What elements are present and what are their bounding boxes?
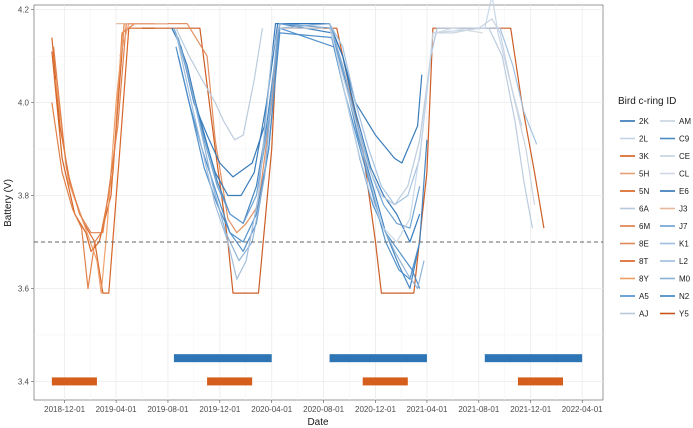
legend-label-5H: 5H <box>639 170 649 179</box>
season-bar <box>517 377 564 386</box>
x-tick-label: 2018-12-01 <box>44 405 85 414</box>
x-tick-label: 2021-12-01 <box>510 405 551 414</box>
legend-label-AJ: AJ <box>639 310 648 319</box>
series-line-AJ <box>329 27 533 229</box>
series-line-6M <box>53 23 161 234</box>
legend-label-J7: J7 <box>679 222 688 231</box>
legend-label-8E: 8E <box>639 240 649 249</box>
data-series <box>51 0 545 294</box>
y-axis-title: Battery (V) <box>3 179 14 227</box>
y-tick-label: 3.6 <box>18 284 30 293</box>
x-tick-label: 2020-12-01 <box>355 405 396 414</box>
series-line-5N <box>51 23 142 252</box>
x-tick-label: 2020-04-01 <box>251 405 292 414</box>
x-tick-label: 2020-08-01 <box>303 405 344 414</box>
y-tick-label: 4.0 <box>18 99 30 108</box>
legend-label-5N: 5N <box>639 187 649 196</box>
legend-label-2K: 2K <box>639 117 649 126</box>
series-line-8E <box>142 23 281 234</box>
legend-label-A5: A5 <box>639 292 649 301</box>
legend-label-AM: AM <box>679 117 691 126</box>
legend-label-L2: L2 <box>679 257 688 266</box>
season-bar <box>173 354 272 363</box>
x-axis-title: Date <box>307 417 329 428</box>
legend-label-CL: CL <box>679 170 690 179</box>
series-line-AM <box>432 18 536 205</box>
x-axis-ticks: 2018-12-01 2019-04-01 2019-08-01 2019-12-01… <box>44 400 603 414</box>
x-tick-label: 2019-12-01 <box>199 405 240 414</box>
y-tick-label: 3.4 <box>18 377 30 386</box>
legend-label-2L: 2L <box>639 135 648 144</box>
x-tick-label: 2019-04-01 <box>96 405 137 414</box>
legend-label-6M: 6M <box>639 222 650 231</box>
series-line-M0 <box>173 23 425 290</box>
legend-label-K1: K1 <box>679 240 689 249</box>
x-tick-label: 2019-08-01 <box>147 405 188 414</box>
legend: Bird c-ring ID 2K 2L 3K 5H 5N 6A 6M 8E 8T 8Y A5 AJ A… <box>618 96 691 319</box>
legend-label-8Y: 8Y <box>639 275 649 284</box>
legend-label-C9: C9 <box>679 135 690 144</box>
season-bar <box>329 354 427 363</box>
season-bar <box>362 377 408 386</box>
x-tick-label: 2021-04-01 <box>406 405 447 414</box>
grid-lines <box>34 5 603 400</box>
legend-label-J3: J3 <box>679 205 688 214</box>
series-line-CL <box>434 27 483 34</box>
series-line-8T <box>51 23 136 290</box>
series-line-K1 <box>329 23 538 206</box>
y-axis-ticks: 3.4 3.6 3.8 4.0 4.2 <box>18 6 34 386</box>
plot-panel <box>33 4 604 401</box>
series-line-5H <box>119 23 155 57</box>
y-tick-label: 4.2 <box>18 6 30 15</box>
legend-title: Bird c-ring ID <box>618 96 676 107</box>
series-line-6A <box>175 27 263 141</box>
legend-items: 2K 2L 3K 5H 5N 6A 6M 8E 8T 8Y A5 AJ AM C9 CE CL E6 J3 J7 K1… <box>620 117 691 319</box>
legend-label-M0: M0 <box>679 275 691 284</box>
legend-label-CE: CE <box>679 152 690 161</box>
season-bar <box>484 354 583 363</box>
season-bar <box>207 377 253 386</box>
season-bar <box>51 377 97 386</box>
x-tick-label: 2021-08-01 <box>458 405 499 414</box>
legend-label-E6: E6 <box>679 187 689 196</box>
legend-label-Y5: Y5 <box>679 310 689 319</box>
legend-label-3K: 3K <box>639 152 649 161</box>
season-bars <box>51 354 583 386</box>
series-line-L2 <box>175 23 281 280</box>
legend-label-N2: N2 <box>679 292 690 301</box>
y-tick-label: 3.8 <box>18 192 30 201</box>
legend-label-6A: 6A <box>639 205 649 214</box>
legend-label-8T: 8T <box>639 257 648 266</box>
x-tick-label: 2022-04-01 <box>562 405 603 414</box>
